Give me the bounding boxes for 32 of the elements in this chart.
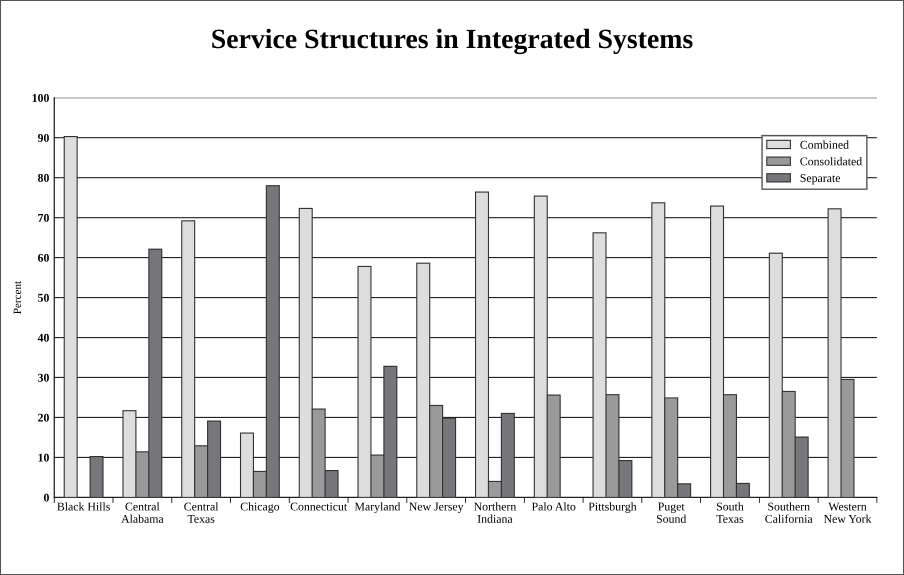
y-tick-label: 70 xyxy=(38,214,49,222)
x-tick-label: Central Alabama xyxy=(121,502,164,523)
x-tick-label: Northern Indiana xyxy=(474,502,516,523)
x-tick-label: Puget Sound xyxy=(656,502,686,523)
y-tick-label: 30 xyxy=(38,374,49,382)
y-tick-label: 50 xyxy=(38,294,49,302)
x-tick-label: Palo Alto xyxy=(532,502,576,511)
x-tick-label: Southern California xyxy=(765,502,813,523)
y-tick-label: 20 xyxy=(38,414,49,422)
x-tick-label: Pittsburgh xyxy=(588,502,636,513)
x-tick-label: South Texas xyxy=(716,502,744,523)
chart-title: Service Structures in Integrated Systems xyxy=(212,28,693,54)
y-tick-label: 100 xyxy=(32,94,49,102)
x-tick-label: Black Hills xyxy=(57,502,110,511)
y-tick-label: 60 xyxy=(38,254,49,262)
x-tick-label: Maryland xyxy=(354,502,400,513)
y-tick-label: 80 xyxy=(38,174,49,182)
legend-label: Combined xyxy=(800,140,849,149)
x-tick-label: Central Texas xyxy=(184,502,218,523)
y-tick-label: 10 xyxy=(38,454,49,462)
y-tick-label: 40 xyxy=(38,334,49,342)
x-tick-label: Connecticut xyxy=(290,502,348,511)
y-tick-label: 0 xyxy=(44,494,49,502)
x-tick-label: New Jersey xyxy=(409,502,464,513)
y-axis-title: Percent xyxy=(14,280,22,314)
x-tick-label: Chicago xyxy=(240,502,280,513)
y-tick-label: 90 xyxy=(38,134,49,142)
legend-label: Consolidated xyxy=(800,157,862,166)
bar xyxy=(90,456,104,498)
bar xyxy=(64,136,78,498)
legend-label: Separate xyxy=(800,174,840,184)
x-tick-label: Western New York xyxy=(824,502,872,523)
